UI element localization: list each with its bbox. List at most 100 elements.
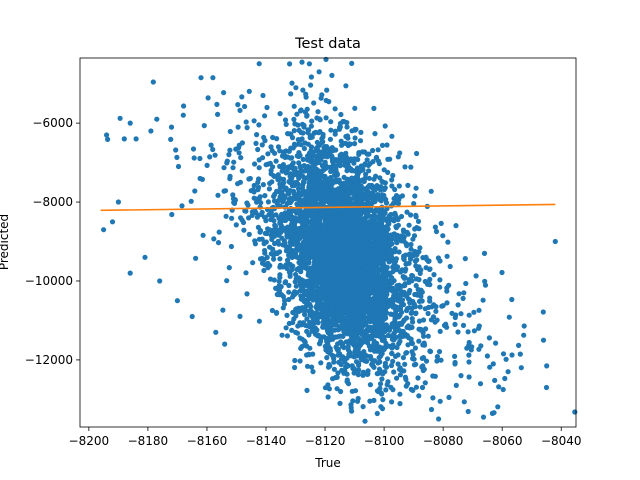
scatter-point: [367, 232, 373, 238]
scatter-point: [220, 307, 226, 313]
scatter-point: [230, 192, 236, 198]
scatter-point: [327, 219, 333, 226]
scatter-point: [411, 233, 418, 239]
scatter-point: [323, 56, 329, 63]
scatter-point: [471, 328, 477, 334]
scatter-point: [325, 254, 332, 260]
scatter-point: [362, 175, 368, 181]
scatter-point: [500, 351, 507, 357]
scatter-point: [201, 123, 207, 129]
scatter-point: [304, 387, 310, 393]
scatter-point: [277, 256, 283, 262]
scatter-point: [215, 240, 222, 246]
scatter-point: [302, 339, 308, 345]
scatter-point: [377, 368, 383, 374]
scatter-point: [235, 181, 241, 187]
scatter-point: [329, 243, 336, 249]
scatter-point: [387, 156, 393, 162]
scatter-point: [299, 232, 305, 239]
scatter-point: [237, 107, 243, 113]
scatter-point: [313, 172, 320, 178]
scatter-point: [402, 361, 408, 367]
scatter-point: [343, 83, 349, 89]
scatter-point: [355, 345, 362, 351]
scatter-point: [276, 241, 282, 247]
scatter-point: [344, 377, 350, 383]
scatter-point: [437, 284, 443, 290]
scatter-point: [417, 245, 423, 251]
scatter-point: [323, 260, 329, 266]
scatter-point: [263, 162, 269, 168]
scatter-point: [478, 343, 484, 349]
scatter-point: [384, 287, 390, 293]
scatter-point: [323, 312, 329, 318]
scatter-point: [326, 331, 333, 337]
scatter-point: [384, 283, 390, 289]
scatter-point: [277, 249, 283, 255]
scatter-point: [345, 262, 351, 268]
scatter-point: [316, 130, 322, 136]
scatter-point: [287, 188, 293, 194]
scatter-point: [312, 185, 318, 191]
scatter-point: [517, 351, 523, 357]
scatter-point: [351, 156, 357, 162]
scatter-point: [342, 162, 348, 168]
scatter-point: [257, 229, 263, 235]
scatter-point: [398, 233, 404, 239]
scatter-point: [447, 263, 453, 270]
scatter-point: [432, 224, 438, 230]
scatter-point: [337, 124, 343, 130]
scatter-point: [315, 109, 321, 115]
scatter-point: [270, 213, 276, 219]
scatter-point: [246, 176, 252, 182]
scatter-point: [308, 307, 314, 313]
scatter-point: [320, 200, 327, 206]
scatter-point: [303, 91, 309, 97]
scatter-point: [301, 197, 307, 203]
scatter-point: [397, 365, 403, 371]
scatter-point: [421, 333, 427, 339]
scatter-point: [304, 363, 311, 369]
scatter-point: [347, 206, 353, 213]
scatter-point: [255, 224, 261, 230]
scatter-point: [383, 387, 389, 393]
scatter-point: [282, 117, 289, 123]
scatter-point: [486, 335, 492, 341]
scatter-point: [397, 401, 403, 407]
scatter-point: [168, 136, 174, 142]
scatter-point: [416, 264, 422, 270]
scatter-point: [281, 301, 288, 307]
scatter-point: [370, 147, 376, 154]
scatter-point: [233, 146, 239, 152]
scatter-point: [433, 308, 439, 314]
scatter-point: [438, 357, 444, 363]
scatter-point: [434, 358, 440, 364]
scatter-point: [311, 100, 317, 106]
scatter-point: [480, 414, 487, 420]
scatter-point: [304, 352, 310, 358]
scatter-point: [302, 311, 308, 318]
scatter-point: [376, 227, 382, 234]
scatter-point: [452, 321, 458, 327]
scatter-point: [334, 386, 340, 392]
scatter-point: [267, 244, 273, 250]
scatter-point: [312, 331, 319, 337]
scatter-point: [412, 304, 418, 310]
scatter-point: [358, 330, 365, 336]
scatter-point: [338, 361, 344, 368]
scatter-point: [392, 249, 398, 255]
scatter-point: [276, 278, 282, 284]
scatter-point: [346, 329, 352, 336]
scatter-point: [382, 180, 388, 186]
scatter-point: [424, 281, 431, 287]
scatter-point: [544, 363, 550, 369]
scatter-point: [317, 169, 324, 175]
scatter-point: [384, 142, 390, 148]
scatter-point: [215, 111, 221, 117]
scatter-point: [298, 142, 304, 148]
scatter-point: [426, 304, 432, 310]
scatter-point: [267, 276, 274, 282]
scatter-point: [197, 155, 203, 162]
scatter-point: [309, 118, 315, 124]
scatter-point: [371, 290, 377, 296]
